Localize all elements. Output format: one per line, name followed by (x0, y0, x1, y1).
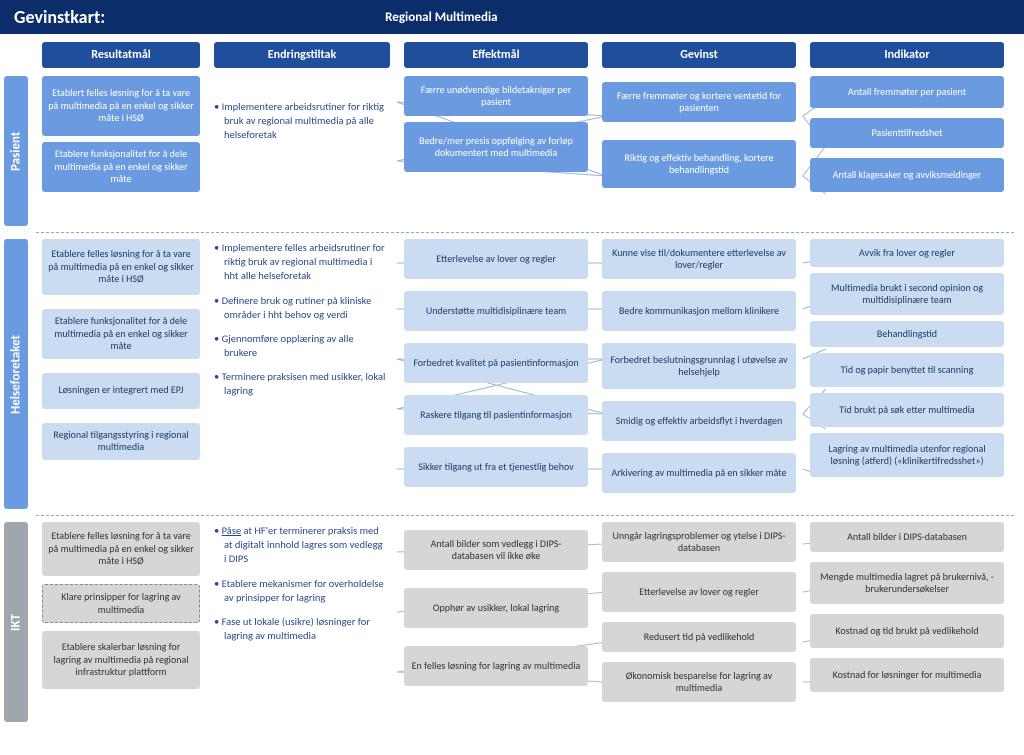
box: Antall bilder i DIPS-databasen (810, 522, 1004, 552)
box: Etterlevelse av lover og regler (404, 239, 588, 279)
bullet: Gjennomføre opplæring av alle brukere (214, 332, 386, 360)
box: Regional tilgangsstyring i regional mult… (42, 423, 200, 460)
col-header-indikator: Indikator (810, 42, 1004, 68)
pasient-indikator-col: Antall fremmøter per pasient Pasienttilf… (810, 76, 1004, 192)
bullet: Etablere mekanismer for overholdelse av … (214, 577, 386, 605)
hf-endringstiltak-col: Implementere felles arbeidsrutiner for r… (214, 239, 390, 493)
row-pasient: Pasient Etablert felles løsning for å ta… (10, 76, 1014, 226)
bullet-text: at HF'er terminerer praksis med at digit… (224, 524, 383, 565)
box: Riktig og effektiv behandling, kortere b… (602, 140, 796, 188)
box: Smidig og effektiv arbeidsflyt i hverdag… (602, 401, 796, 441)
box: Tid brukt på søk etter multimedia (810, 393, 1004, 427)
box: Antall bilder som vedlegg i DIPS-databas… (404, 530, 588, 570)
box: Økonomisk besparelse for lagring av mult… (602, 662, 796, 702)
ikt-gevinst-col: Unngår lagringsproblemer og ytelse i DIP… (602, 522, 796, 702)
bullet: Implementere arbeidsrutiner for riktig b… (214, 100, 386, 143)
box: Etterlevelse av lover og regler (602, 572, 796, 612)
row-ikt: IKT Etablere felles løsning for å ta var… (10, 522, 1014, 722)
bullet: Definere bruk og rutiner på kliniske omr… (214, 294, 386, 322)
ikt-indikator-col: Antall bilder i DIPS-databasen Mengde mu… (810, 522, 1004, 702)
row-helseforetaket: Helseforetaket Etab (10, 239, 1014, 509)
box: Færre unødvendige bildetakniger per pasi… (404, 76, 588, 116)
box: En felles løsning for lagring av multime… (404, 646, 588, 686)
box: Multimedia brukt i second opinion og mul… (810, 273, 1004, 315)
ikt-effektmal-col: Antall bilder som vedlegg i DIPS-databas… (404, 530, 588, 702)
box: Etablere funksjonalitet for å dele multi… (42, 142, 200, 192)
box: Mengde multimedia lagret på brukernivå, … (810, 562, 1004, 604)
row-label-helseforetaket: Helseforetaket (4, 239, 28, 509)
box: Kostnad for løsninger for multimedia (810, 658, 1004, 692)
box: Forbedret kvalitet på pasientinformasjon (404, 343, 588, 383)
bullet: Implementere felles arbeidsrutiner for r… (214, 241, 386, 284)
box: Kunne vise til/dokumentere etterlevelse … (602, 239, 796, 279)
pasient-gevinst-col: Færre fremmøter og kortere ventetid for … (602, 76, 796, 192)
box: Sikker tilgang ut fra et tjenestlig beho… (404, 447, 588, 487)
title-bar: Gevinstkart: Regional Multimedia (0, 0, 1024, 34)
ikt-resultatmal-col: Etablere felles løsning for å ta vare på… (42, 522, 200, 702)
hf-gevinst-col: Kunne vise til/dokumentere etterlevelse … (602, 239, 796, 493)
box: Antall fremmøter per pasient (810, 76, 1004, 108)
pasient-effektmal-col: Færre unødvendige bildetakniger per pasi… (404, 76, 588, 192)
col-header-effektmal: Effektmål (404, 42, 588, 68)
box: Tid og papir benyttet til scanning (810, 353, 1004, 387)
box: Opphør av usikker, lokal lagring (404, 588, 588, 628)
hf-effektmal-col: Etterlevelse av lover og regler Understø… (404, 239, 588, 493)
hf-indikator-col: Avvik fra lover og regler Multimedia bru… (810, 239, 1004, 493)
box: Understøtte multidisiplinære team (404, 291, 588, 331)
box: Kostnad og tid brukt på vedlikehold (810, 614, 1004, 648)
box: Etablere skalerbar løsning for lagring a… (42, 631, 200, 689)
box: Arkivering av multimedia på en sikker må… (602, 453, 796, 493)
divider (36, 232, 1014, 233)
col-header-endringstiltak: Endringstiltak (214, 42, 390, 68)
bullet: Fase ut lokale (usikre) løsninger for la… (214, 615, 386, 643)
pasient-resultatmal-col: Etablert felles løsning for å ta vare på… (42, 76, 200, 192)
page-title: Gevinstkart: (14, 6, 105, 28)
col-header-resultatmal: Resultatmål (42, 42, 200, 68)
page-body: Resultatmål Endringstiltak Effektmål Gev… (0, 34, 1024, 722)
box: Redusert tid på vedlikehold (602, 622, 796, 652)
box: Lagring av multimedia utenfor regional l… (810, 433, 1004, 477)
box-dashed: Klare prinsipper for lagring av multimed… (42, 584, 200, 623)
bullet: Terminere praksisen med usikker, lokal l… (214, 370, 386, 398)
divider (36, 515, 1014, 516)
pasient-endringstiltak-col: Implementere arbeidsrutiner for riktig b… (214, 76, 390, 192)
box: Avvik fra lover og regler (810, 239, 1004, 267)
page-subtitle: Regional Multimedia (385, 10, 497, 25)
box: Behandlingstid (810, 321, 1004, 347)
bullet: Påse at HF'er terminerer praksis med at … (214, 524, 386, 567)
column-headers: Resultatmål Endringstiltak Effektmål Gev… (42, 42, 1014, 68)
box: Antall klagesaker og avviksmeldinger (810, 158, 1004, 192)
box: Unngår lagringsproblemer og ytelse i DIP… (602, 522, 796, 562)
box: Raskere tilgang til pasientinformasjon (404, 395, 588, 435)
box: Bedre/mer presis oppfølging av forløp do… (404, 122, 588, 172)
row-label-ikt: IKT (4, 522, 28, 722)
box: Forbedret beslutningsgrunnlag i utøvelse… (602, 343, 796, 389)
box: Bedre kommunikasjon mellom klinikere (602, 291, 796, 331)
col-header-gevinst: Gevinst (602, 42, 796, 68)
box: Færre fremmøter og kortere ventetid for … (602, 82, 796, 122)
box: Etablere funksjonalitet for å dele multi… (42, 309, 200, 359)
hf-resultatmal-col: Etablere felles løsning for å ta vare på… (42, 239, 200, 493)
box: Etablere felles løsning for å ta vare på… (42, 522, 200, 576)
box: Etablere felles løsning for å ta vare på… (42, 239, 200, 295)
box: Pasienttilfredshet (810, 118, 1004, 148)
row-label-pasient: Pasient (4, 76, 28, 226)
box: Etablert felles løsning for å ta vare på… (42, 76, 200, 136)
box: Løsningen er integrert med EPJ (42, 373, 200, 409)
ikt-endringstiltak-col: Påse at HF'er terminerer praksis med at … (214, 522, 390, 702)
